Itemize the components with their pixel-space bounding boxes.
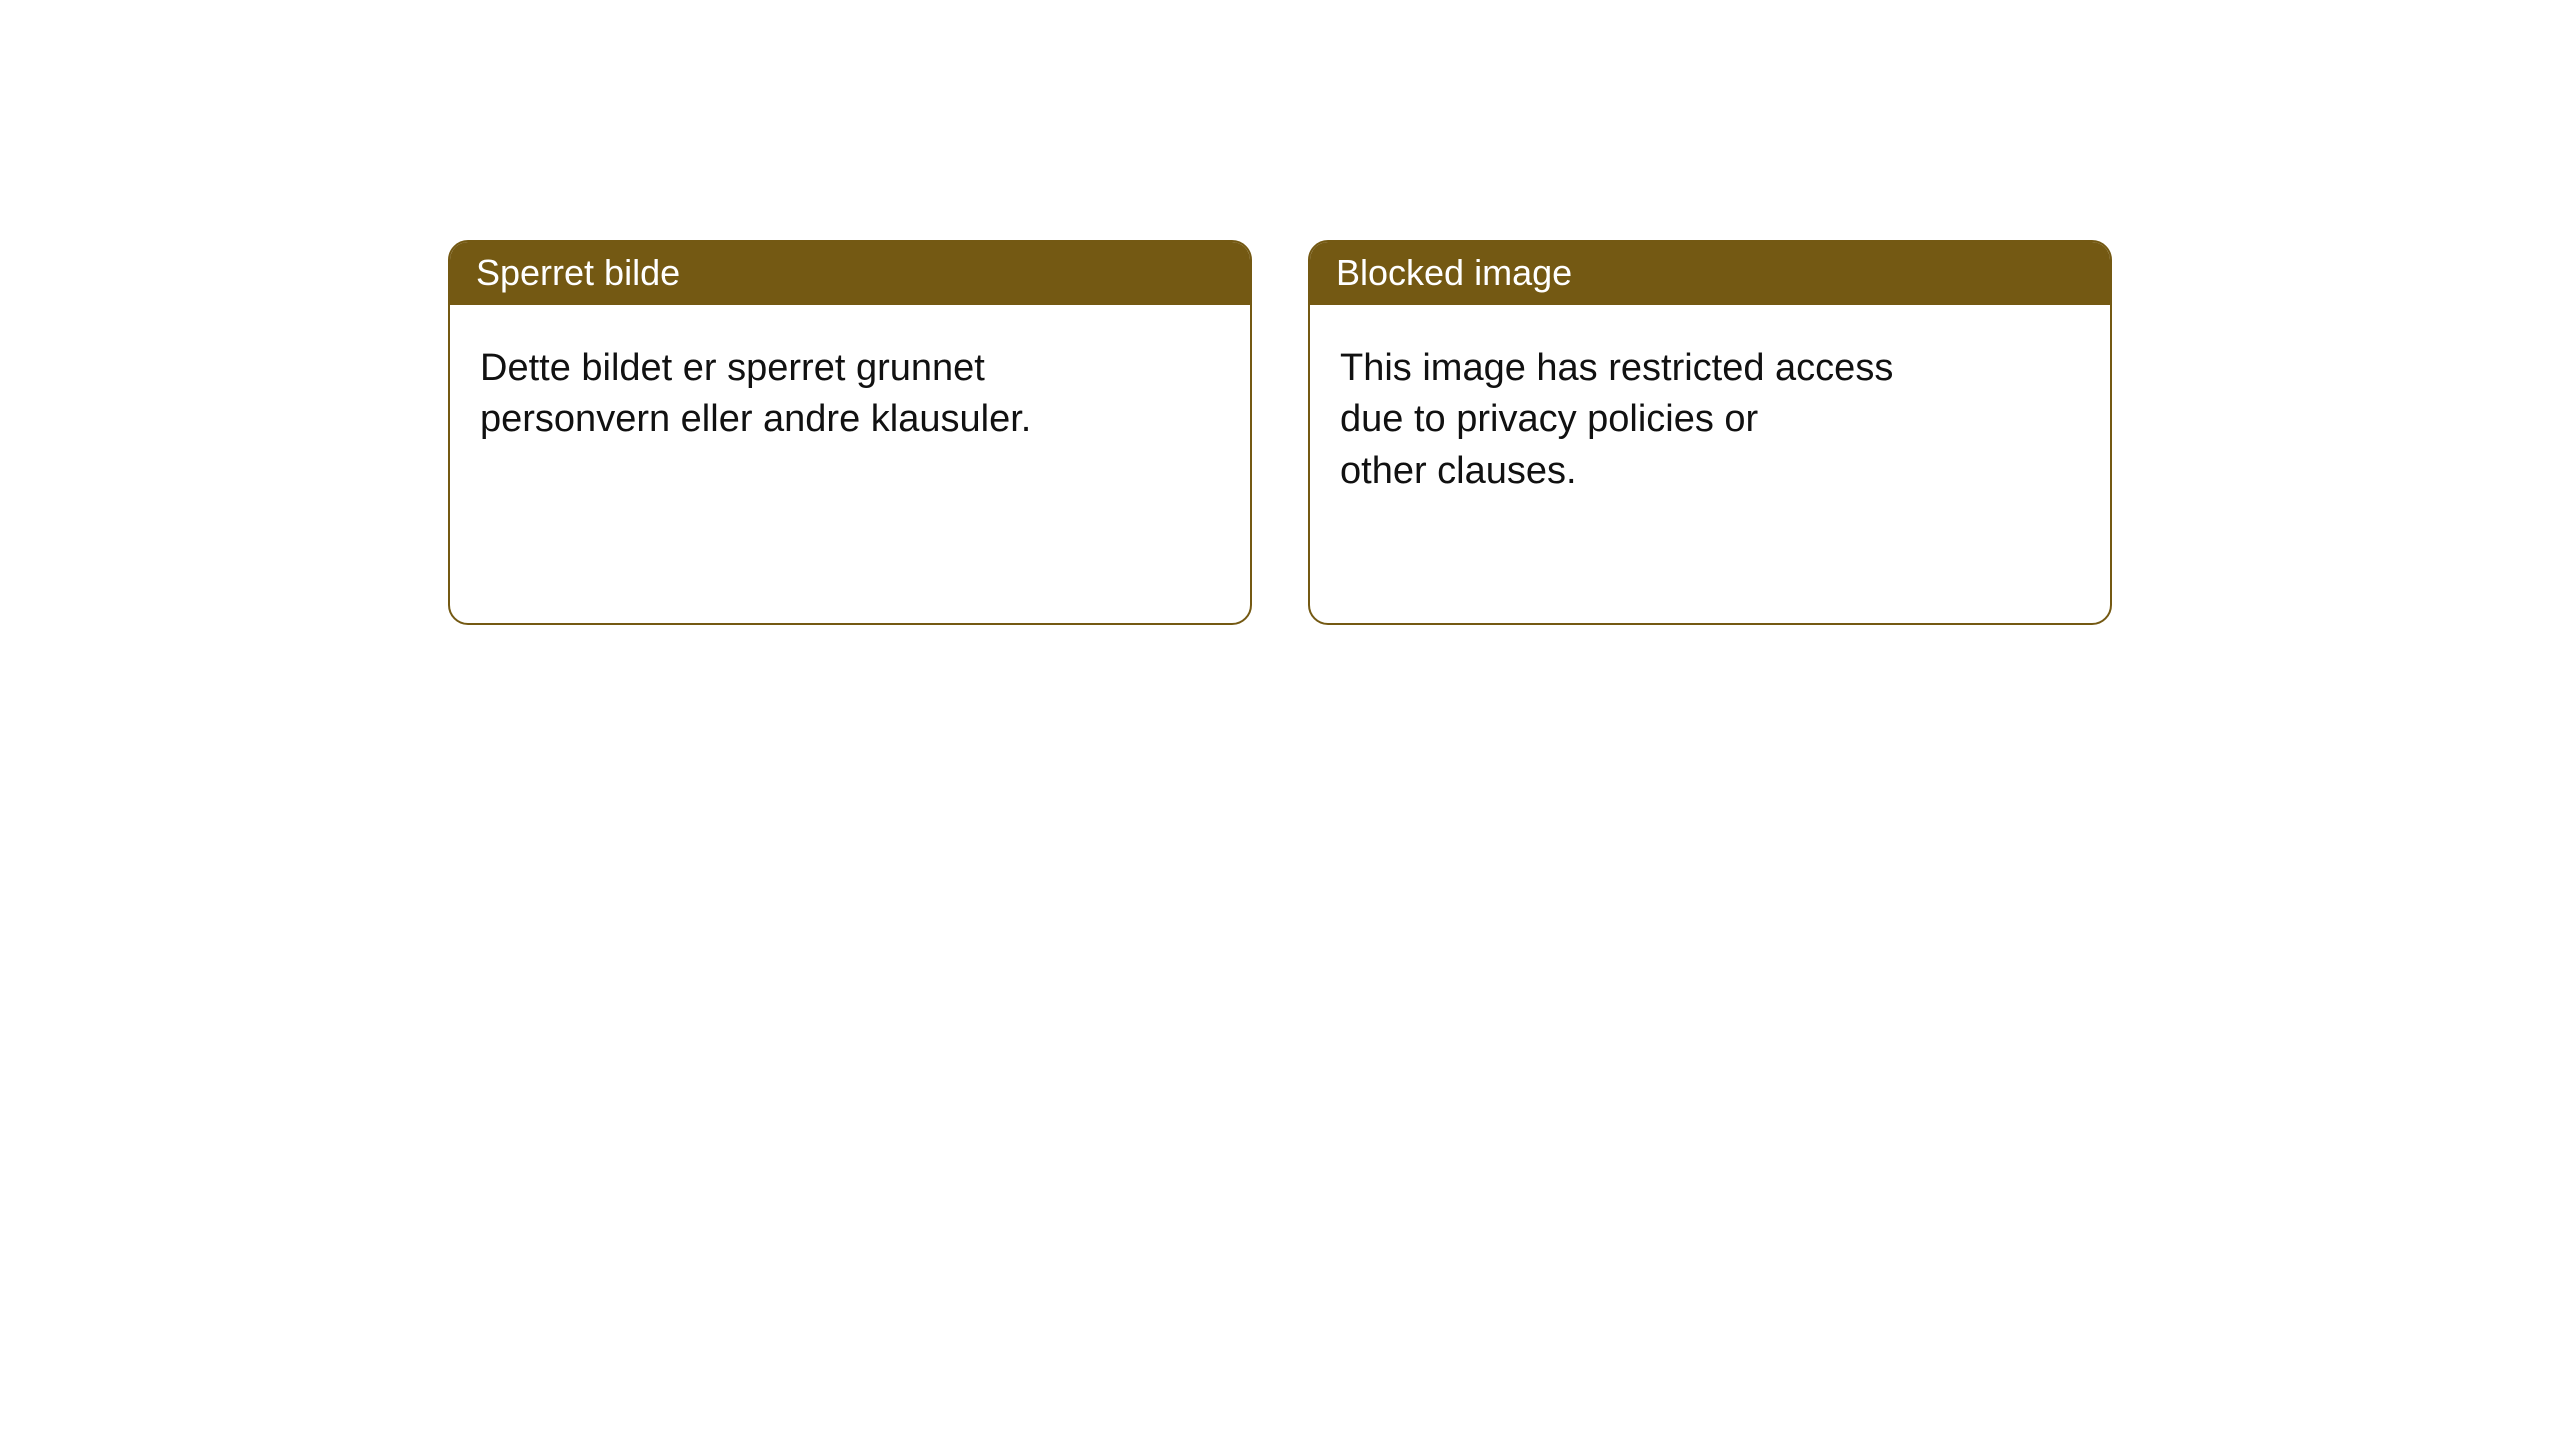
notice-card-body: Dette bildet er sperret grunnet personve… (450, 305, 1250, 623)
notice-card-no: Sperret bilde Dette bildet er sperret gr… (448, 240, 1252, 625)
notice-card-en: Blocked image This image has restricted … (1308, 240, 2112, 625)
notice-card-title: Blocked image (1310, 242, 2110, 305)
notice-card-body: This image has restricted access due to … (1310, 305, 2110, 623)
notice-card-title: Sperret bilde (450, 242, 1250, 305)
notice-cards-row: Sperret bilde Dette bildet er sperret gr… (448, 240, 2112, 625)
